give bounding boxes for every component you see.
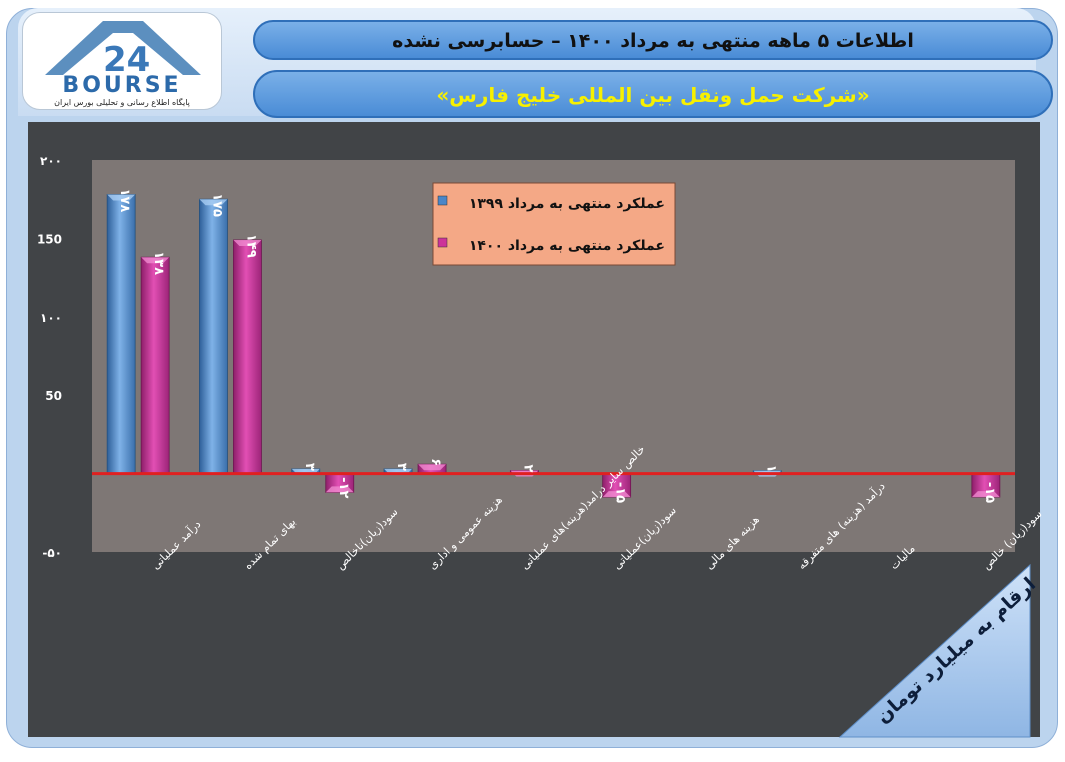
y-tick-label: 150	[37, 232, 62, 246]
legend-swatch	[437, 195, 448, 206]
bar-series2	[140, 256, 170, 475]
unit-note-corner: ارقام به میلیارد تومان	[838, 563, 1040, 738]
bar-bevel	[418, 464, 447, 471]
title-banner: اطلاعات ۵ ماهه منتهی به مرداد ۱۴۰۰ – حسا…	[253, 20, 1053, 60]
logo-tagline: پایگاه اطلاع رسانی و تحلیلی بورس ایران	[54, 97, 190, 107]
legend-entry: عملکرد منتهی به مرداد ۱۴۰۰	[469, 238, 665, 254]
y-tick-label: -۵۰	[42, 546, 62, 560]
data-label: ۱۷۵	[209, 193, 224, 217]
logo-roof-shape	[45, 21, 201, 75]
data-label: -۱۵	[982, 482, 997, 503]
data-label: ۱	[763, 465, 778, 473]
subtitle-banner: «شرکت حمل ونقل بین المللی خلیج فارس»	[253, 70, 1053, 118]
legend-swatch	[437, 237, 448, 248]
bourse24-logo: 24 BOURSE پایگاه اطلاع رسانی و تحلیلی بو…	[22, 12, 222, 110]
data-label: ۱۷۸	[117, 188, 132, 212]
slide-title: اطلاعات ۵ ماهه منتهی به مرداد ۱۴۰۰ – حسا…	[392, 30, 914, 52]
data-labels-group: ۱۷۸ ۱۷۵ ۳ ۳ ۱ ۱۳۸ ۱۴۹ -۱۲ ۶ ۲ -۱۵ -۱۵	[117, 188, 997, 503]
legend: عملکرد منتهی به مرداد ۱۳۹۹ عملکرد منتهی ب…	[432, 182, 676, 266]
bar-bevel	[602, 491, 631, 498]
data-label: ۳	[394, 463, 409, 471]
legend-entry: عملکرد منتهی به مرداد ۱۳۹۹	[469, 196, 665, 212]
data-label: -۱۲	[336, 477, 351, 498]
y-tick-label: 50	[45, 389, 62, 403]
y-axis: ۲۰۰ 150 ۱۰۰ 50 -۵۰	[37, 154, 62, 560]
unit-corner-shape	[838, 563, 1031, 738]
data-label: ۱۳۸	[151, 251, 166, 275]
bar-series1	[106, 194, 136, 475]
bar-bevel	[233, 239, 262, 246]
data-label: ۲	[520, 464, 535, 472]
logo-number: 24	[103, 40, 150, 80]
bars-group	[106, 194, 1001, 498]
bar-series1	[199, 198, 228, 474]
data-label: ۶	[428, 458, 443, 466]
bar-bevel	[141, 257, 170, 264]
data-label: ۱۴۹	[243, 234, 258, 258]
bar-series2	[233, 239, 262, 475]
y-tick-label: ۲۰۰	[40, 154, 62, 168]
bar-bevel	[325, 486, 354, 493]
legend-box	[432, 182, 676, 266]
bar-bevel	[107, 194, 136, 201]
company-name: «شرکت حمل ونقل بین المللی خلیج فارس»	[436, 83, 870, 107]
data-label: -۱۵	[613, 482, 628, 503]
data-label: ۳	[302, 463, 317, 471]
bar-bevel	[971, 491, 1000, 498]
logo-wordmark: BOURSE	[62, 73, 181, 98]
logo-graphic: 24 BOURSE پایگاه اطلاع رسانی و تحلیلی بو…	[45, 21, 201, 107]
bar-bevel	[199, 199, 228, 206]
y-tick-label: ۱۰۰	[40, 311, 62, 325]
